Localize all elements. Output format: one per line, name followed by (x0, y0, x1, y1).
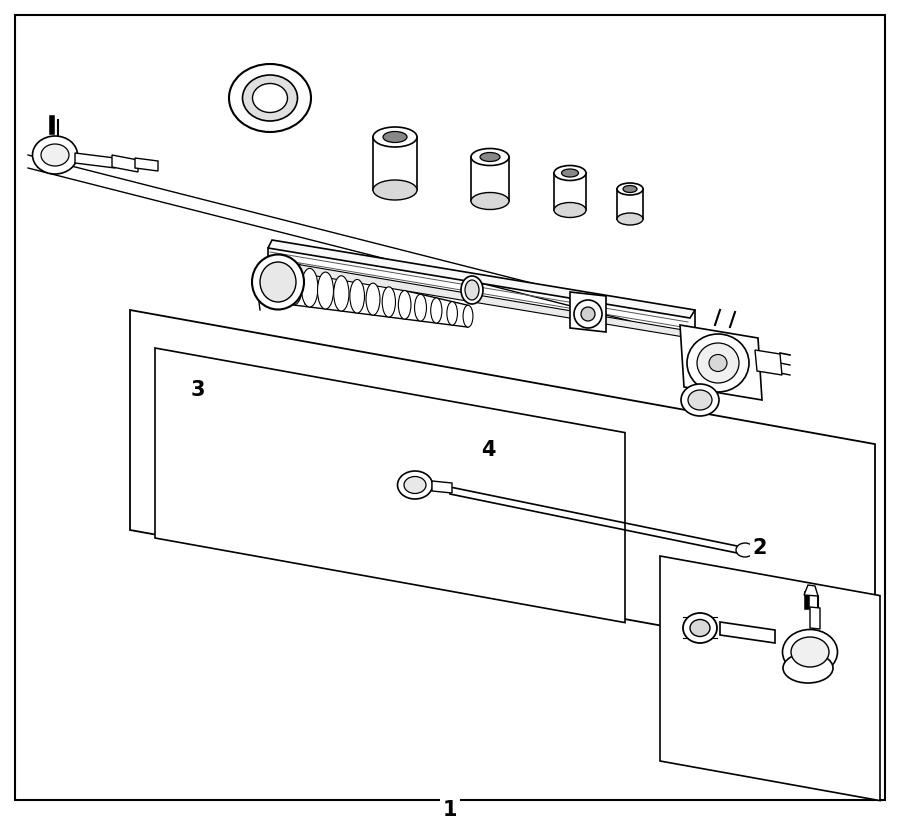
Ellipse shape (688, 390, 712, 410)
Polygon shape (471, 157, 509, 201)
Ellipse shape (574, 300, 602, 328)
Ellipse shape (480, 153, 500, 162)
Ellipse shape (229, 64, 311, 132)
Polygon shape (810, 607, 820, 629)
Ellipse shape (404, 476, 426, 494)
Polygon shape (135, 158, 158, 171)
Text: 4: 4 (481, 440, 495, 460)
Polygon shape (680, 325, 762, 400)
Ellipse shape (623, 185, 637, 193)
Ellipse shape (461, 276, 483, 304)
Ellipse shape (302, 268, 318, 307)
Polygon shape (570, 292, 606, 332)
Ellipse shape (447, 301, 457, 325)
Ellipse shape (382, 287, 395, 317)
Ellipse shape (782, 629, 838, 675)
Polygon shape (617, 189, 643, 219)
Ellipse shape (690, 619, 710, 637)
Ellipse shape (683, 613, 717, 643)
Ellipse shape (253, 84, 287, 113)
Ellipse shape (471, 193, 509, 209)
Text: 3: 3 (191, 380, 205, 400)
Polygon shape (268, 260, 695, 338)
Polygon shape (373, 137, 417, 190)
Ellipse shape (617, 183, 643, 195)
Polygon shape (554, 173, 586, 210)
Ellipse shape (581, 307, 595, 321)
Ellipse shape (681, 384, 719, 416)
Polygon shape (804, 585, 818, 596)
Ellipse shape (398, 471, 433, 499)
Ellipse shape (783, 653, 833, 683)
Ellipse shape (285, 265, 302, 305)
Ellipse shape (334, 276, 349, 311)
Polygon shape (720, 622, 775, 643)
Polygon shape (130, 310, 875, 664)
Ellipse shape (32, 136, 77, 174)
Ellipse shape (318, 272, 334, 309)
Ellipse shape (471, 149, 509, 165)
Ellipse shape (554, 165, 586, 180)
Ellipse shape (709, 354, 727, 372)
Ellipse shape (791, 637, 829, 667)
Text: 2: 2 (752, 538, 767, 558)
Ellipse shape (366, 283, 380, 315)
Polygon shape (155, 348, 625, 622)
Ellipse shape (431, 298, 442, 323)
Polygon shape (268, 240, 695, 318)
Ellipse shape (373, 127, 417, 147)
Ellipse shape (687, 334, 749, 392)
Text: 1: 1 (443, 800, 457, 820)
Ellipse shape (617, 213, 643, 225)
Ellipse shape (463, 305, 473, 327)
Ellipse shape (399, 290, 411, 319)
Ellipse shape (260, 262, 296, 302)
Polygon shape (755, 350, 782, 375)
Ellipse shape (373, 180, 417, 200)
Ellipse shape (350, 280, 365, 313)
Polygon shape (660, 556, 880, 801)
Ellipse shape (41, 144, 69, 166)
Ellipse shape (697, 343, 739, 383)
Ellipse shape (465, 280, 479, 300)
Ellipse shape (383, 131, 407, 143)
Polygon shape (432, 481, 452, 493)
Ellipse shape (252, 255, 304, 310)
Ellipse shape (562, 169, 579, 177)
Ellipse shape (242, 75, 298, 121)
Polygon shape (75, 153, 115, 168)
Ellipse shape (736, 543, 754, 557)
Polygon shape (15, 15, 885, 800)
Polygon shape (112, 155, 138, 172)
Ellipse shape (554, 203, 586, 217)
Ellipse shape (415, 294, 427, 321)
Ellipse shape (269, 261, 287, 303)
